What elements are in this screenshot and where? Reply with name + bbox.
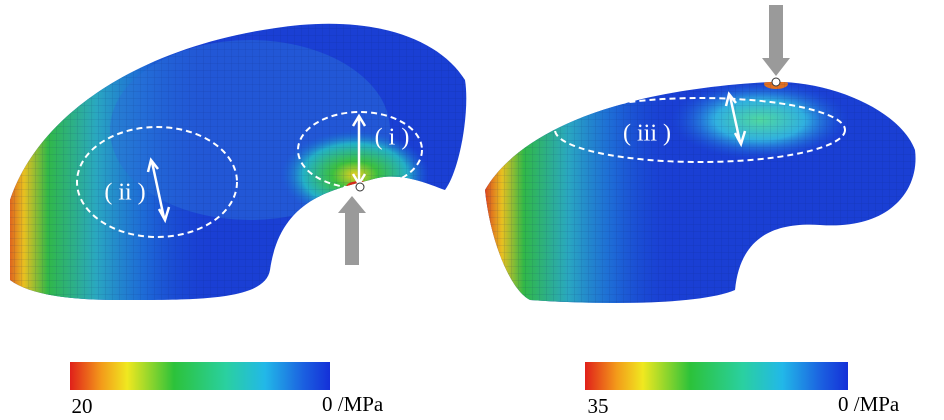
load-point (356, 183, 364, 191)
left-model: ( i ) ( ii ) (0, 0, 480, 320)
colorbar-scale (585, 362, 848, 390)
right-model: ( iii ) (480, 0, 920, 320)
colorbar-min: 0 /MPa (838, 392, 900, 416)
colorbar-max: 35 (588, 394, 609, 418)
region-label: ( iii ) (623, 121, 671, 147)
colorbar-max: 20 (72, 394, 93, 418)
region-label: ( ii ) (104, 180, 145, 206)
colorbar-scale (70, 362, 330, 390)
load-arrow (762, 5, 790, 76)
colorbar: 35 0 /MPa (585, 362, 900, 418)
load-point (772, 78, 780, 86)
colorbar: 20 0 /MPa (70, 362, 384, 418)
colorbar-min: 0 /MPa (322, 392, 384, 416)
figure: ( i ) ( ii ) ( iii ) 20 0 /MPa 35 0 /MPa (0, 0, 944, 420)
region-label: ( i ) (375, 125, 410, 151)
load-arrow (338, 196, 366, 265)
